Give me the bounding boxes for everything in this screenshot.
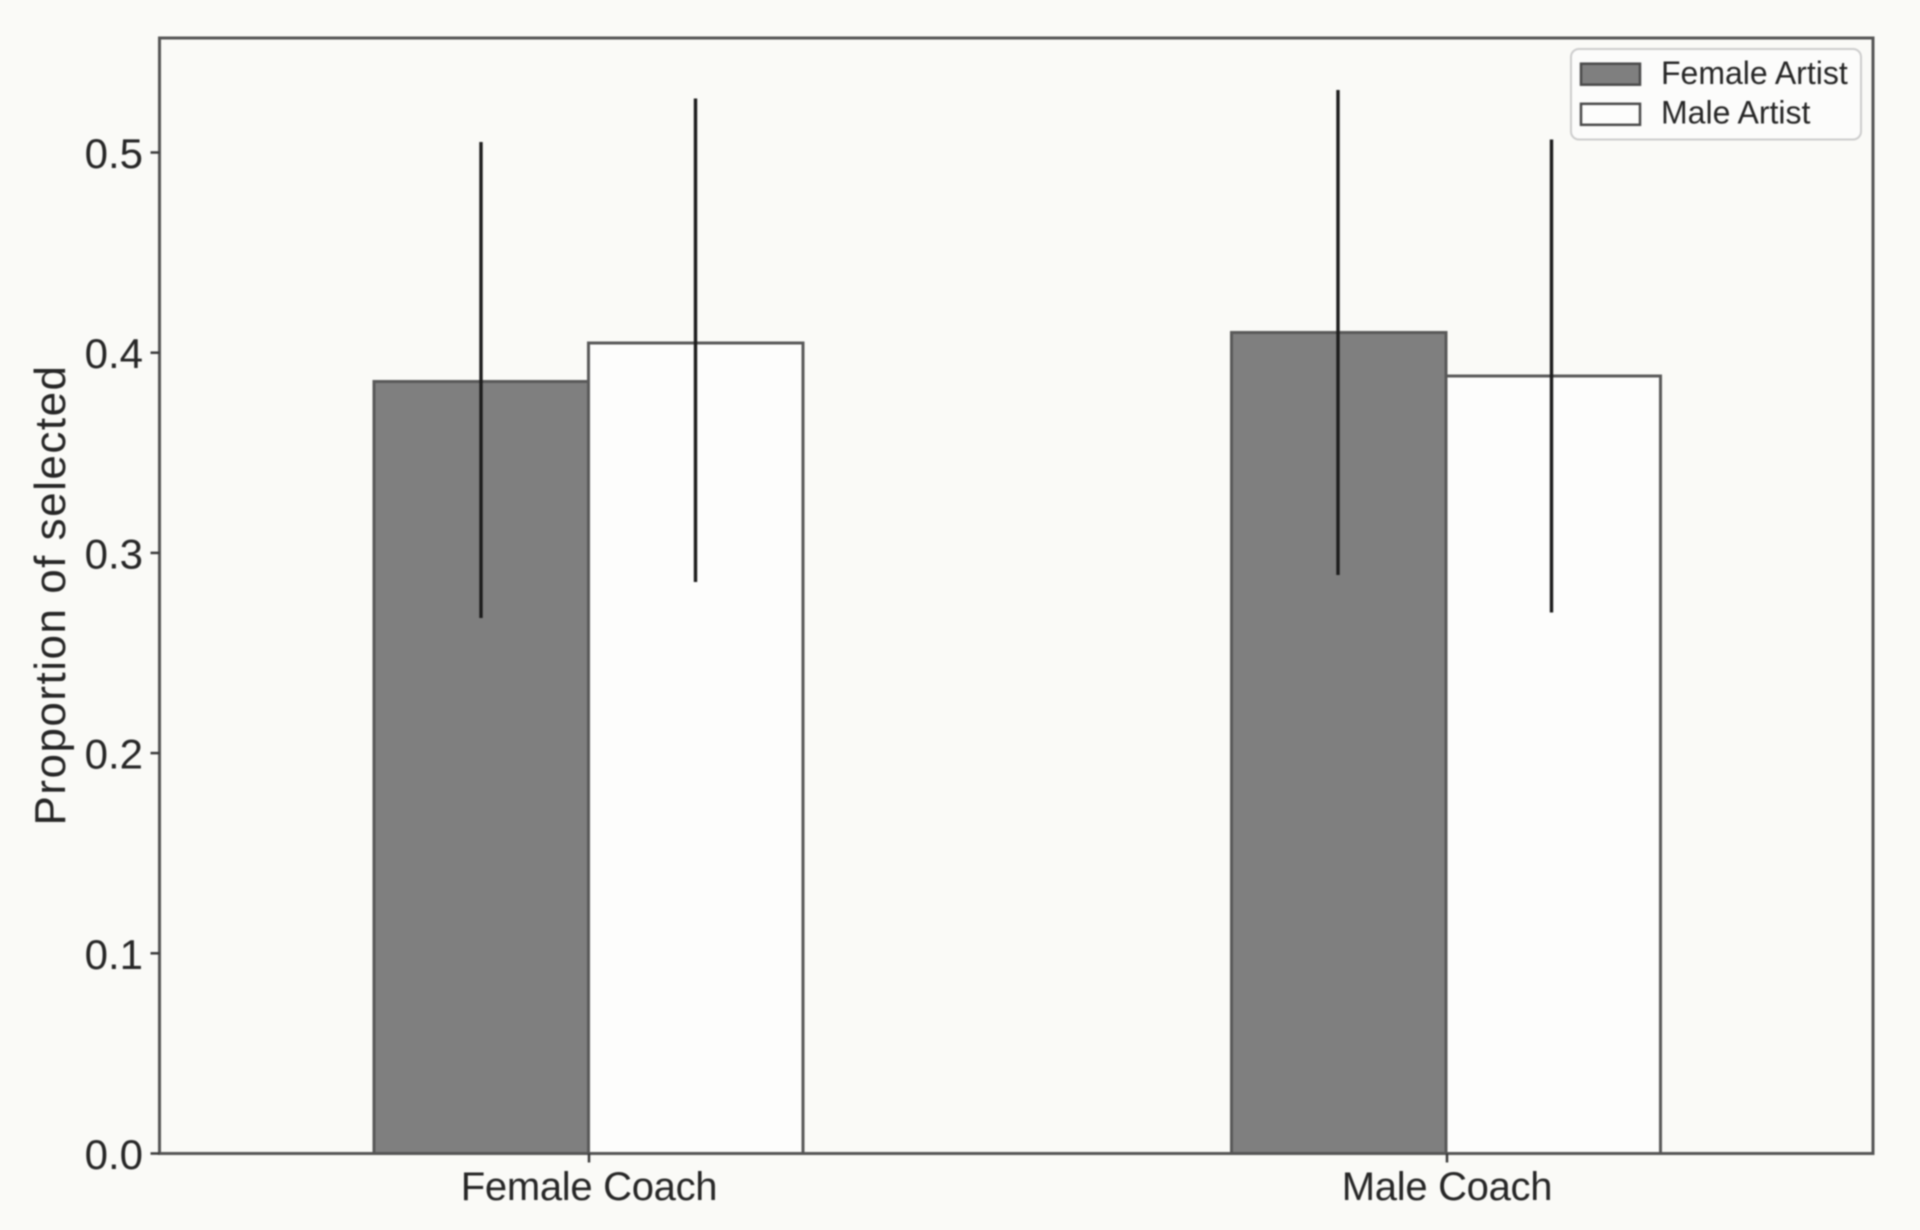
svg-text:Female Coach: Female Coach bbox=[461, 1165, 718, 1209]
svg-text:0.5: 0.5 bbox=[85, 130, 143, 177]
svg-text:Female Artist: Female Artist bbox=[1661, 55, 1848, 91]
svg-text:Male Artist: Male Artist bbox=[1661, 95, 1810, 131]
svg-text:0.4: 0.4 bbox=[85, 330, 143, 377]
svg-text:0.0: 0.0 bbox=[85, 1131, 143, 1178]
svg-text:Proportion of selected: Proportion of selected bbox=[26, 364, 75, 825]
svg-text:0.3: 0.3 bbox=[85, 530, 143, 577]
svg-text:Male Coach: Male Coach bbox=[1342, 1165, 1552, 1209]
svg-text:0.2: 0.2 bbox=[85, 731, 143, 778]
svg-text:0.1: 0.1 bbox=[85, 931, 143, 978]
